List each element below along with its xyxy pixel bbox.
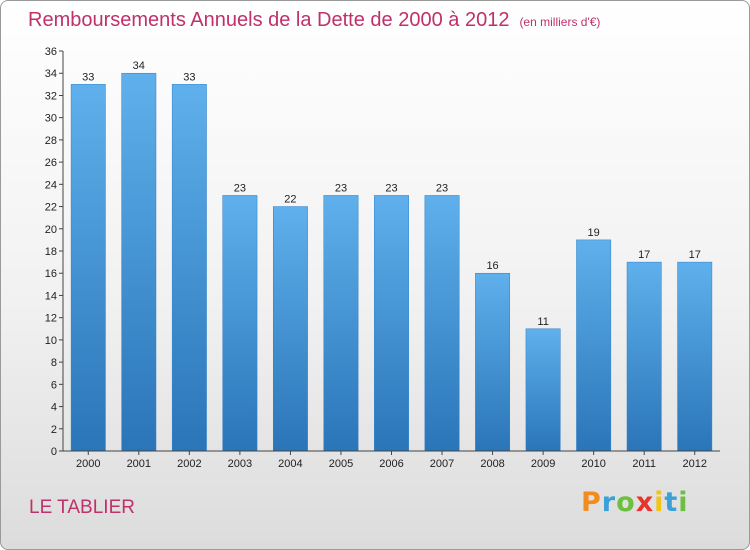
bar-2005: [323, 195, 359, 452]
x-tick-label: 2005: [329, 458, 353, 470]
proxiti-logo: Proxiti: [581, 487, 689, 518]
x-tick-label: 2004: [278, 458, 302, 470]
x-tick-label: 2006: [379, 458, 403, 470]
chart-title: Remboursements Annuels de la Dette de 20…: [28, 9, 600, 32]
x-tick-label: 2008: [480, 458, 504, 470]
y-tick-label: 32: [45, 90, 57, 102]
x-tick-label: 2012: [682, 458, 706, 470]
y-tick-label: 12: [45, 313, 57, 325]
bar-value-label: 17: [638, 249, 650, 261]
y-tick-label: 22: [45, 202, 57, 214]
x-tick-label: 2011: [632, 458, 656, 470]
bar-value-label: 23: [234, 182, 246, 194]
bar-2012: [677, 261, 713, 452]
logo-letter: i: [654, 487, 665, 518]
logo-letter: P: [581, 487, 602, 518]
bar-value-label: 23: [385, 182, 397, 194]
logo-letter: x: [635, 487, 655, 518]
y-tick-label: 8: [51, 357, 57, 369]
x-tick-label: 2010: [581, 458, 605, 470]
chart-subtitle: (en milliers d'€): [519, 15, 601, 29]
bar-2003: [222, 195, 258, 452]
y-tick-label: 30: [45, 113, 57, 125]
bar-value-label: 23: [436, 182, 448, 194]
bar-2006: [374, 195, 409, 452]
logo-letter: t: [664, 487, 679, 518]
y-tick-label: 2: [51, 424, 57, 436]
bar-value-label: 33: [183, 71, 195, 83]
bar-value-label: 19: [588, 227, 600, 239]
logo-letter: i: [678, 487, 689, 518]
y-tick-label: 14: [45, 290, 57, 302]
bars-layer: 33 34 33 23 22 23 23 23 16 11 19 17 17: [70, 60, 713, 452]
x-tick-label: 2000: [76, 458, 100, 470]
bar-value-label: 16: [486, 260, 498, 272]
x-tick-label: 2009: [531, 458, 555, 470]
y-tick-label: 28: [45, 135, 57, 147]
y-tick-label: 20: [45, 224, 57, 236]
chart-title-text: Remboursements Annuels de la Dette de 20…: [28, 9, 510, 31]
x-tick-label: 2002: [177, 458, 201, 470]
y-tick-label: 4: [51, 402, 57, 414]
y-tick-label: 34: [45, 68, 57, 80]
y-tick-label: 36: [45, 46, 57, 58]
bar-2010: [576, 239, 612, 452]
y-tick-label: 0: [51, 446, 57, 458]
y-tick-label: 18: [45, 246, 57, 258]
bar-2011: [626, 261, 662, 452]
bar-2008: [475, 272, 511, 452]
bar-value-label: 11: [537, 316, 548, 328]
bar-value-label: 22: [284, 194, 296, 206]
bar-2002: [171, 84, 207, 452]
y-tick-label: 24: [45, 179, 57, 191]
x-tick-label: 2003: [228, 458, 252, 470]
y-tick-label: 26: [45, 157, 57, 169]
bar-2001: [121, 72, 157, 452]
bar-2004: [272, 206, 308, 452]
bar-value-label: 17: [689, 249, 701, 261]
bar-2009: [525, 328, 561, 452]
bar-value-label: 34: [133, 60, 145, 72]
y-tick-label: 16: [45, 268, 57, 280]
bar-value-label: 23: [335, 182, 347, 194]
town-name: LE TABLIER: [29, 497, 135, 518]
bar-value-label: 33: [82, 71, 94, 83]
bar-2000: [70, 84, 106, 452]
logo-letter: o: [616, 487, 636, 518]
bar-2007: [424, 195, 460, 452]
x-tick-label: 2001: [127, 458, 151, 470]
y-tick-label: 10: [45, 335, 57, 347]
logo-letter: r: [601, 487, 617, 518]
y-tick-label: 6: [51, 379, 57, 391]
x-tick-label: 2007: [430, 458, 454, 470]
